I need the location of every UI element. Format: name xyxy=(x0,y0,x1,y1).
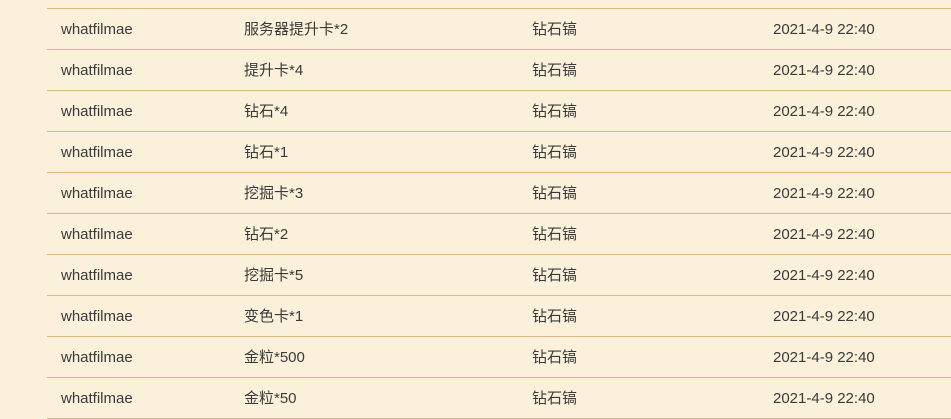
reward-cell: 变色卡*1 xyxy=(244,308,304,325)
table-row: whatfilmae 金粒*500 钻石镐 2021-4-9 22:40 xyxy=(47,337,951,378)
reward-cell: 挖掘卡*5 xyxy=(244,267,304,284)
user-cell: whatfilmae xyxy=(61,308,133,325)
user-cell: whatfilmae xyxy=(61,62,133,79)
table-row: whatfilmae 挖掘卡*5 钻石镐 2021-4-9 22:40 xyxy=(47,255,951,296)
reward-cell: 钻石*1 xyxy=(244,144,289,161)
user-cell: whatfilmae xyxy=(61,349,133,366)
time-cell: 2021-4-9 22:40 xyxy=(773,390,875,407)
mining-records-table: whatfilmae 服务器提升卡*2 钻石镐 2021-4-9 22:40 w… xyxy=(47,8,951,419)
tool-cell: 钻石镐 xyxy=(532,21,578,38)
user-cell: whatfilmae xyxy=(61,21,133,38)
tool-cell: 钻石镐 xyxy=(532,103,578,120)
tool-cell: 钻石镐 xyxy=(532,308,578,325)
reward-cell: 挖掘卡*3 xyxy=(244,185,304,202)
user-cell: whatfilmae xyxy=(61,103,133,120)
table-row: whatfilmae 钻石*4 钻石镐 2021-4-9 22:40 xyxy=(47,91,951,132)
table-row: whatfilmae 钻石*1 钻石镐 2021-4-9 22:40 xyxy=(47,132,951,173)
time-cell: 2021-4-9 22:40 xyxy=(773,103,875,120)
table-row: whatfilmae 挖掘卡*3 钻石镐 2021-4-9 22:40 xyxy=(47,173,951,214)
tool-cell: 钻石镐 xyxy=(532,226,578,243)
reward-cell: 服务器提升卡*2 xyxy=(244,21,349,38)
reward-cell: 提升卡*4 xyxy=(244,62,304,79)
tool-cell: 钻石镐 xyxy=(532,390,578,407)
time-cell: 2021-4-9 22:40 xyxy=(773,267,875,284)
time-cell: 2021-4-9 22:40 xyxy=(773,226,875,243)
time-cell: 2021-4-9 22:40 xyxy=(773,185,875,202)
time-cell: 2021-4-9 22:40 xyxy=(773,349,875,366)
tool-cell: 钻石镐 xyxy=(532,185,578,202)
user-cell: whatfilmae xyxy=(61,226,133,243)
time-cell: 2021-4-9 22:40 xyxy=(773,144,875,161)
table-row: whatfilmae 提升卡*4 钻石镐 2021-4-9 22:40 xyxy=(47,50,951,91)
time-cell: 2021-4-9 22:40 xyxy=(773,62,875,79)
user-cell: whatfilmae xyxy=(61,144,133,161)
reward-cell: 钻石*2 xyxy=(244,226,289,243)
table-row: whatfilmae 钻石*2 钻石镐 2021-4-9 22:40 xyxy=(47,214,951,255)
tool-cell: 钻石镐 xyxy=(532,267,578,284)
tool-cell: 钻石镐 xyxy=(532,144,578,161)
tool-cell: 钻石镐 xyxy=(532,62,578,79)
time-cell: 2021-4-9 22:40 xyxy=(773,308,875,325)
tool-cell: 钻石镐 xyxy=(532,349,578,366)
table-row: whatfilmae 变色卡*1 钻石镐 2021-4-9 22:40 xyxy=(47,296,951,337)
table-row: whatfilmae 服务器提升卡*2 钻石镐 2021-4-9 22:40 xyxy=(47,9,951,50)
table-row: whatfilmae 金粒*50 钻石镐 2021-4-9 22:40 xyxy=(47,378,951,419)
reward-cell: 钻石*4 xyxy=(244,103,289,120)
user-cell: whatfilmae xyxy=(61,390,133,407)
time-cell: 2021-4-9 22:40 xyxy=(773,21,875,38)
user-cell: whatfilmae xyxy=(61,267,133,284)
reward-cell: 金粒*50 xyxy=(244,390,297,407)
user-cell: whatfilmae xyxy=(61,185,133,202)
reward-cell: 金粒*500 xyxy=(244,349,305,366)
